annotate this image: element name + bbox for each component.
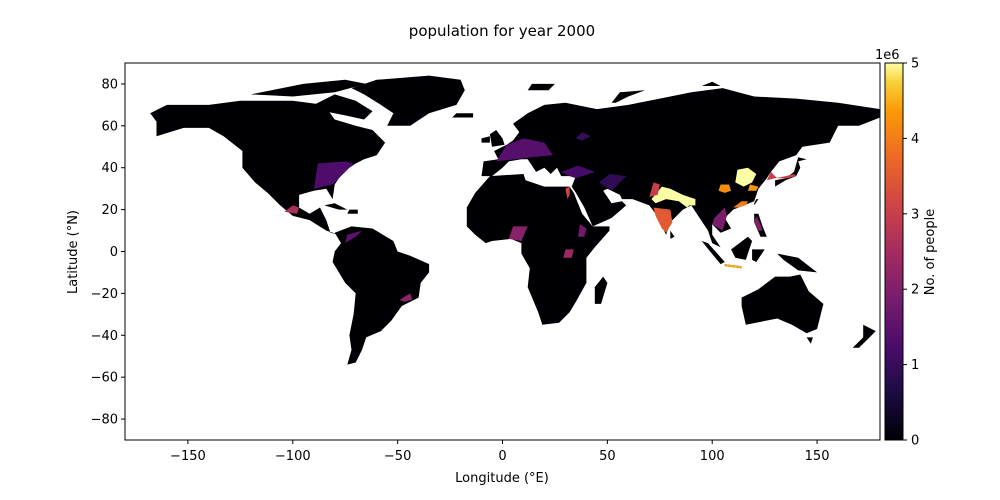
india-peninsula-hotspot [653,207,673,233]
great-lakes-africa-hotspot [563,249,574,258]
new-zealand-region [852,324,876,348]
new-guinea-region [777,253,818,273]
se-brazil-hotspot [399,293,413,302]
greenland-region [351,75,465,126]
x-tick-label: 50 [599,449,616,464]
yangtze-delta-hotspot [747,184,759,191]
y-axis-label: Latitude (°N) [66,210,81,294]
madagascar-region [594,276,608,304]
indo-gangetic-plain-hotspot [651,186,694,208]
colorbar-tick-label: 3 [911,207,919,222]
nigeria-hotspot [508,226,528,241]
vietnam-thailand-hotspot [712,207,727,231]
colorbar-gradient [884,62,904,441]
y-tick-label: −20 [91,287,118,302]
colorbar-tick-label: 1 [911,358,919,373]
colorbar-ticks: 0 1 2 3 4 5 [903,57,919,449]
iran-hotspot [599,174,627,191]
turkey-levant-hotspot [561,165,595,179]
pearl-river-delta-hotspot [733,201,748,208]
chart-title: population for year 2000 [409,22,595,40]
x-axis-ticks: −150 −100 −50 0 50 100 150 [170,440,829,464]
x-tick-label: 0 [498,449,506,464]
japan-region [775,157,807,187]
eastern-us-hotspot [313,161,354,189]
severnaya-zemlya-region [701,81,721,86]
colorbar-tick-label: 0 [911,434,919,449]
y-tick-label: −60 [91,371,118,386]
sichuan-basin-hotspot [718,184,732,193]
north-china-plain-hotspot [735,167,757,187]
y-tick-label: 60 [101,119,118,134]
colorbar-multiplier: 1e6 [875,48,900,63]
colombia-venezuela-hotspot [345,230,362,244]
australia-region [741,274,824,334]
y-tick-label: −40 [91,329,118,344]
sulawesi-region [752,249,765,262]
pakistan-punjab-hotspot [649,182,660,197]
britain-region [489,130,505,147]
hispaniola-region [347,209,358,214]
y-tick-label: 40 [101,161,118,176]
colorbar-tick-label: 5 [911,57,919,72]
svalbard-region [527,83,555,91]
y-axis-ticks: 80 60 40 20 0 −20 −40 −60 −80 [91,77,125,428]
novaya-zemlya-region [611,90,646,103]
y-tick-label: 0 [110,245,118,260]
philippines-hotspot [754,215,763,231]
cuba-region [324,203,348,210]
moscow-region-hotspot [575,132,591,141]
colorbar-tick-label: 4 [911,132,919,147]
taiwan-region [754,199,759,206]
ethiopian-highlands-hotspot [578,224,587,237]
x-axis-label: Longitude (°E) [455,471,549,486]
north-america-region [150,100,386,235]
tasmania-region [806,337,813,344]
mexico-highlands-hotspot [284,205,300,214]
ireland-region [481,136,490,143]
x-tick-label: −100 [275,449,311,464]
population-hotspots [284,132,797,302]
iceland-region [452,113,474,118]
land-regions [150,75,880,365]
arctic-islands-region [250,79,367,97]
x-tick-label: −150 [170,449,206,464]
colorbar-label: No. of people [923,209,938,295]
bangladesh-hotspot [687,197,696,206]
x-tick-label: 150 [805,449,830,464]
y-tick-label: 80 [101,77,118,92]
korea-japan-hotspot [766,171,797,181]
x-tick-label: −50 [384,449,411,464]
borneo-region [731,236,753,260]
colorbar: 1e6 0 1 2 3 4 5 No. of people [875,48,938,449]
sumatra-region [701,241,725,265]
south-america-region [332,226,430,365]
baffin-island-region [313,94,373,120]
western-europe-hotspot [496,138,553,162]
y-tick-label: −80 [91,413,118,428]
plot-area [125,63,880,440]
nile-delta-hotspot [565,186,570,200]
colorbar-tick-label: 2 [911,283,919,298]
sri-lanka-region [670,230,675,239]
x-tick-label: 100 [700,449,725,464]
africa-region [466,174,610,325]
eurasia-region [481,88,880,248]
y-tick-label: 20 [101,203,118,218]
java-hotspot [724,264,742,269]
